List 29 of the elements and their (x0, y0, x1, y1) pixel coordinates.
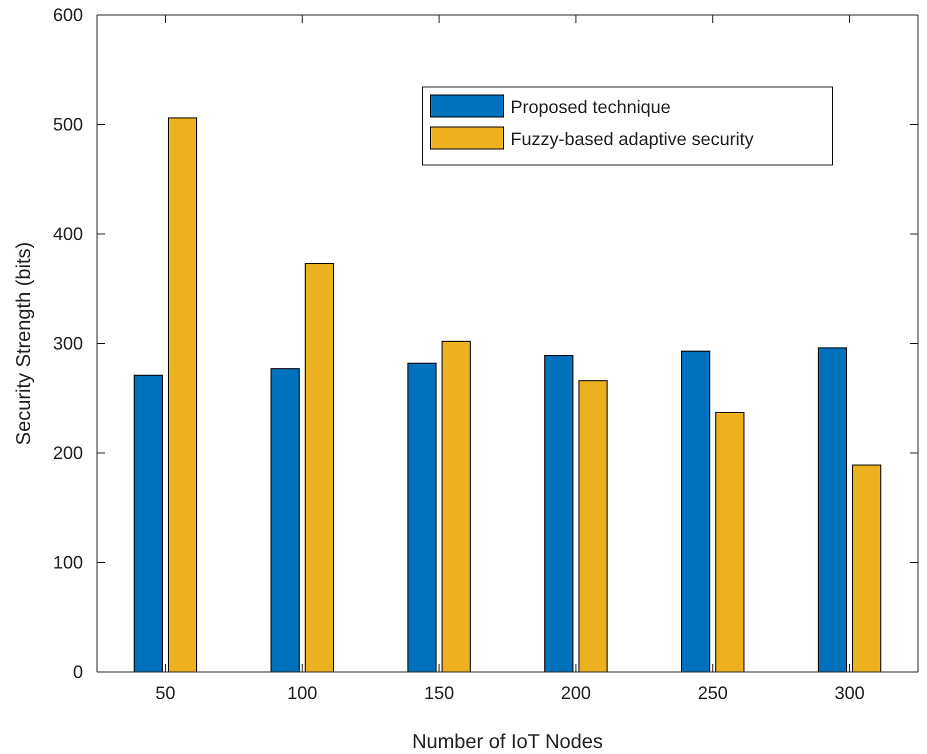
bar (442, 340, 471, 672)
y-tick-label: 300 (52, 333, 83, 354)
y-tick-label: 600 (52, 4, 83, 25)
bar (270, 368, 300, 672)
x-axis-title: Number of IoT Nodes (412, 731, 603, 753)
y-tick-label: 500 (52, 114, 83, 134)
x-tick-label: 300 (834, 682, 865, 703)
legend-label: Proposed technique (510, 97, 671, 117)
x-tick-label: 100 (287, 682, 318, 703)
y-axis-title: Security Strength (bits) (13, 242, 35, 446)
bar (818, 347, 848, 672)
bar (852, 464, 882, 672)
bar (134, 374, 163, 672)
bar (407, 362, 437, 672)
legend-label: Fuzzy-based adaptive security (510, 129, 754, 149)
bar (544, 355, 574, 672)
y-tick-label: 100 (52, 552, 83, 572)
y-tick-label: 400 (52, 224, 83, 244)
y-tick-label: 200 (52, 442, 83, 463)
x-tick-label: 250 (698, 682, 728, 703)
bar (715, 412, 744, 672)
x-tick-label: 200 (560, 682, 591, 703)
bar (681, 350, 710, 672)
x-tick-label: 50 (155, 682, 176, 703)
bar (168, 117, 198, 672)
x-tick-label: 150 (424, 682, 454, 703)
bar (304, 263, 334, 672)
y-tick-label: 0 (72, 662, 83, 682)
bar (578, 380, 608, 672)
